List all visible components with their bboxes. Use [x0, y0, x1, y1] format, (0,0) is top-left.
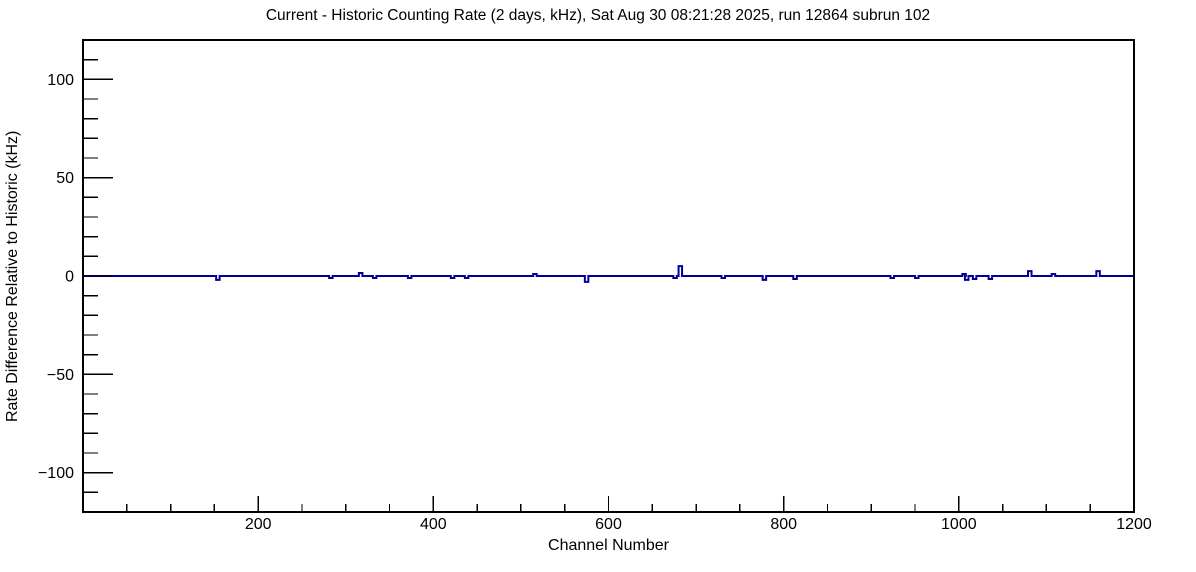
y-tick-label: −50: [47, 367, 74, 384]
x-tick-label: 400: [420, 516, 447, 533]
y-tick-label: 100: [47, 72, 74, 89]
plot-frame: [82, 39, 1135, 513]
x-axis-title: Channel Number: [548, 537, 669, 554]
histogram-line: [83, 265, 1134, 283]
x-tick-label: 600: [595, 516, 622, 533]
y-tick-label: −100: [38, 465, 74, 482]
x-tick-label: 1000: [941, 516, 977, 533]
x-tick-label: 800: [770, 516, 797, 533]
y-tick-label: 0: [65, 269, 74, 286]
chart-title: Current - Historic Counting Rate (2 days…: [265, 7, 931, 24]
y-tick-label: 50: [56, 170, 74, 187]
x-tick-label: 200: [245, 516, 272, 533]
x-tick-label: 1200: [1116, 516, 1152, 533]
